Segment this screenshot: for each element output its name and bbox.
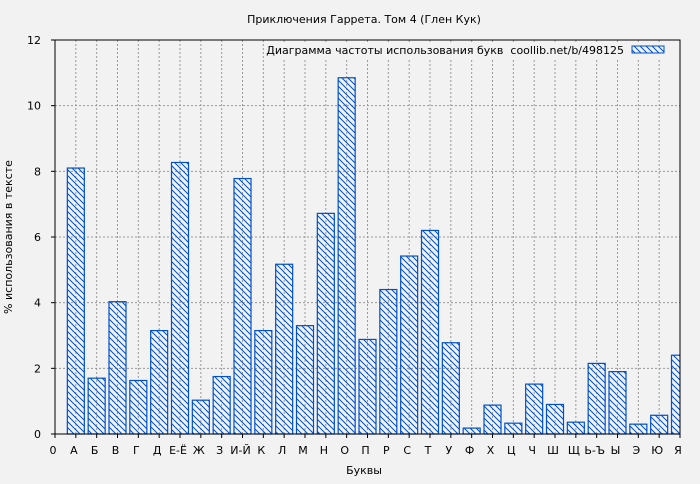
x-tick-label: Ц <box>507 444 516 457</box>
bar-Е-Ё <box>170 161 190 435</box>
y-axis: 0 2 4 6 8 10 12 <box>27 34 55 441</box>
bar-Ы <box>608 371 627 435</box>
bar-М <box>295 325 315 435</box>
x-tick-label: Р <box>383 444 390 457</box>
bar-Щ <box>566 421 585 435</box>
x-axis: 0 А Б В Г Д Е-Ё Ж З И-Й К Л М Н О П Р С Т У Ф Х Ц Ч Ш Щ Ь-Ъ Ы Э Ю Я <box>50 434 682 457</box>
bar-Т <box>420 229 440 435</box>
bar-Ф <box>462 427 481 435</box>
x-tick-label: А <box>70 444 78 457</box>
y-tick-label: 10 <box>27 100 41 113</box>
x-tick-label: Ы <box>611 444 621 457</box>
x-tick-label: Д <box>153 444 162 457</box>
x-tick-label: Ь-Ъ <box>584 444 605 457</box>
y-tick-label: 12 <box>27 34 41 47</box>
bar-Н <box>316 212 335 435</box>
x-tick-label: Ч <box>528 444 536 457</box>
x-tick-label: Э <box>632 444 640 457</box>
x-tick-label: У <box>445 444 452 457</box>
x-tick-label: Ф <box>465 444 474 457</box>
bar-Х <box>483 404 502 435</box>
y-tick-label: 6 <box>34 231 41 244</box>
y-axis-label: % использования в тексте <box>2 160 15 314</box>
bar-П <box>358 338 377 435</box>
bar-Ш <box>545 403 565 435</box>
x-tick-label: Ш <box>547 444 559 457</box>
x-tick-label: П <box>361 444 369 457</box>
x-tick-label: Т <box>424 444 432 457</box>
x-tick-label: Н <box>320 444 328 457</box>
bar-К <box>254 329 273 435</box>
x-tick-label: О <box>340 444 349 457</box>
bar-А <box>66 167 85 435</box>
x-tick-label: Ю <box>651 444 663 457</box>
chart-title: Приключения Гаррета. Том 4 (Глен Кук) <box>247 13 481 26</box>
bar-Л <box>275 263 294 435</box>
x-tick-label: Л <box>278 444 286 457</box>
x-tick-label: М <box>298 444 308 457</box>
bar-Ь-Ъ <box>587 362 606 435</box>
bar-Я <box>670 354 680 435</box>
bar-Ч <box>525 383 544 435</box>
x-tick-label: Г <box>133 444 140 457</box>
bar-О <box>337 77 356 435</box>
y-tick-label: 4 <box>34 297 41 310</box>
bar-И-Й <box>233 177 252 435</box>
x-tick-label: И-Й <box>230 444 250 457</box>
bar-Б <box>87 377 106 435</box>
y-tick-label: 0 <box>34 428 41 441</box>
x-tick-label: В <box>112 444 120 457</box>
x-tick-label: Е-Ё <box>169 444 187 457</box>
bar-Ю <box>650 414 669 435</box>
x-tick-label: К <box>257 444 265 457</box>
y-tick-label: 2 <box>34 362 41 375</box>
x-tick-label: Х <box>487 444 495 457</box>
bar-Ж <box>191 399 210 435</box>
bar-Э <box>629 423 648 435</box>
legend: Диаграмма частоты использования букв coo… <box>266 42 676 58</box>
bar-Д <box>150 329 169 435</box>
bar-Р <box>379 288 398 435</box>
bar-У <box>441 342 460 435</box>
x-tick-label: Щ <box>568 444 580 457</box>
x-tick-label: Ж <box>193 444 205 457</box>
bars <box>66 77 680 435</box>
x-tick-label: Я <box>674 444 682 457</box>
y-tick-label: 8 <box>34 165 41 178</box>
x-tick-label: С <box>403 444 411 457</box>
bar-С <box>400 255 419 435</box>
bar-Г <box>129 379 148 435</box>
x-tick-label: 0 <box>50 444 57 457</box>
bar-Ц <box>504 422 523 435</box>
legend-bg <box>276 42 676 58</box>
bar-В <box>108 301 127 435</box>
legend-swatch <box>631 45 665 54</box>
x-tick-label: Б <box>91 444 99 457</box>
bar-З <box>212 375 231 435</box>
x-tick-label: З <box>216 444 223 457</box>
x-axis-label: Буквы <box>346 464 382 477</box>
legend-label: Диаграмма частоты использования букв coo… <box>266 44 624 57</box>
